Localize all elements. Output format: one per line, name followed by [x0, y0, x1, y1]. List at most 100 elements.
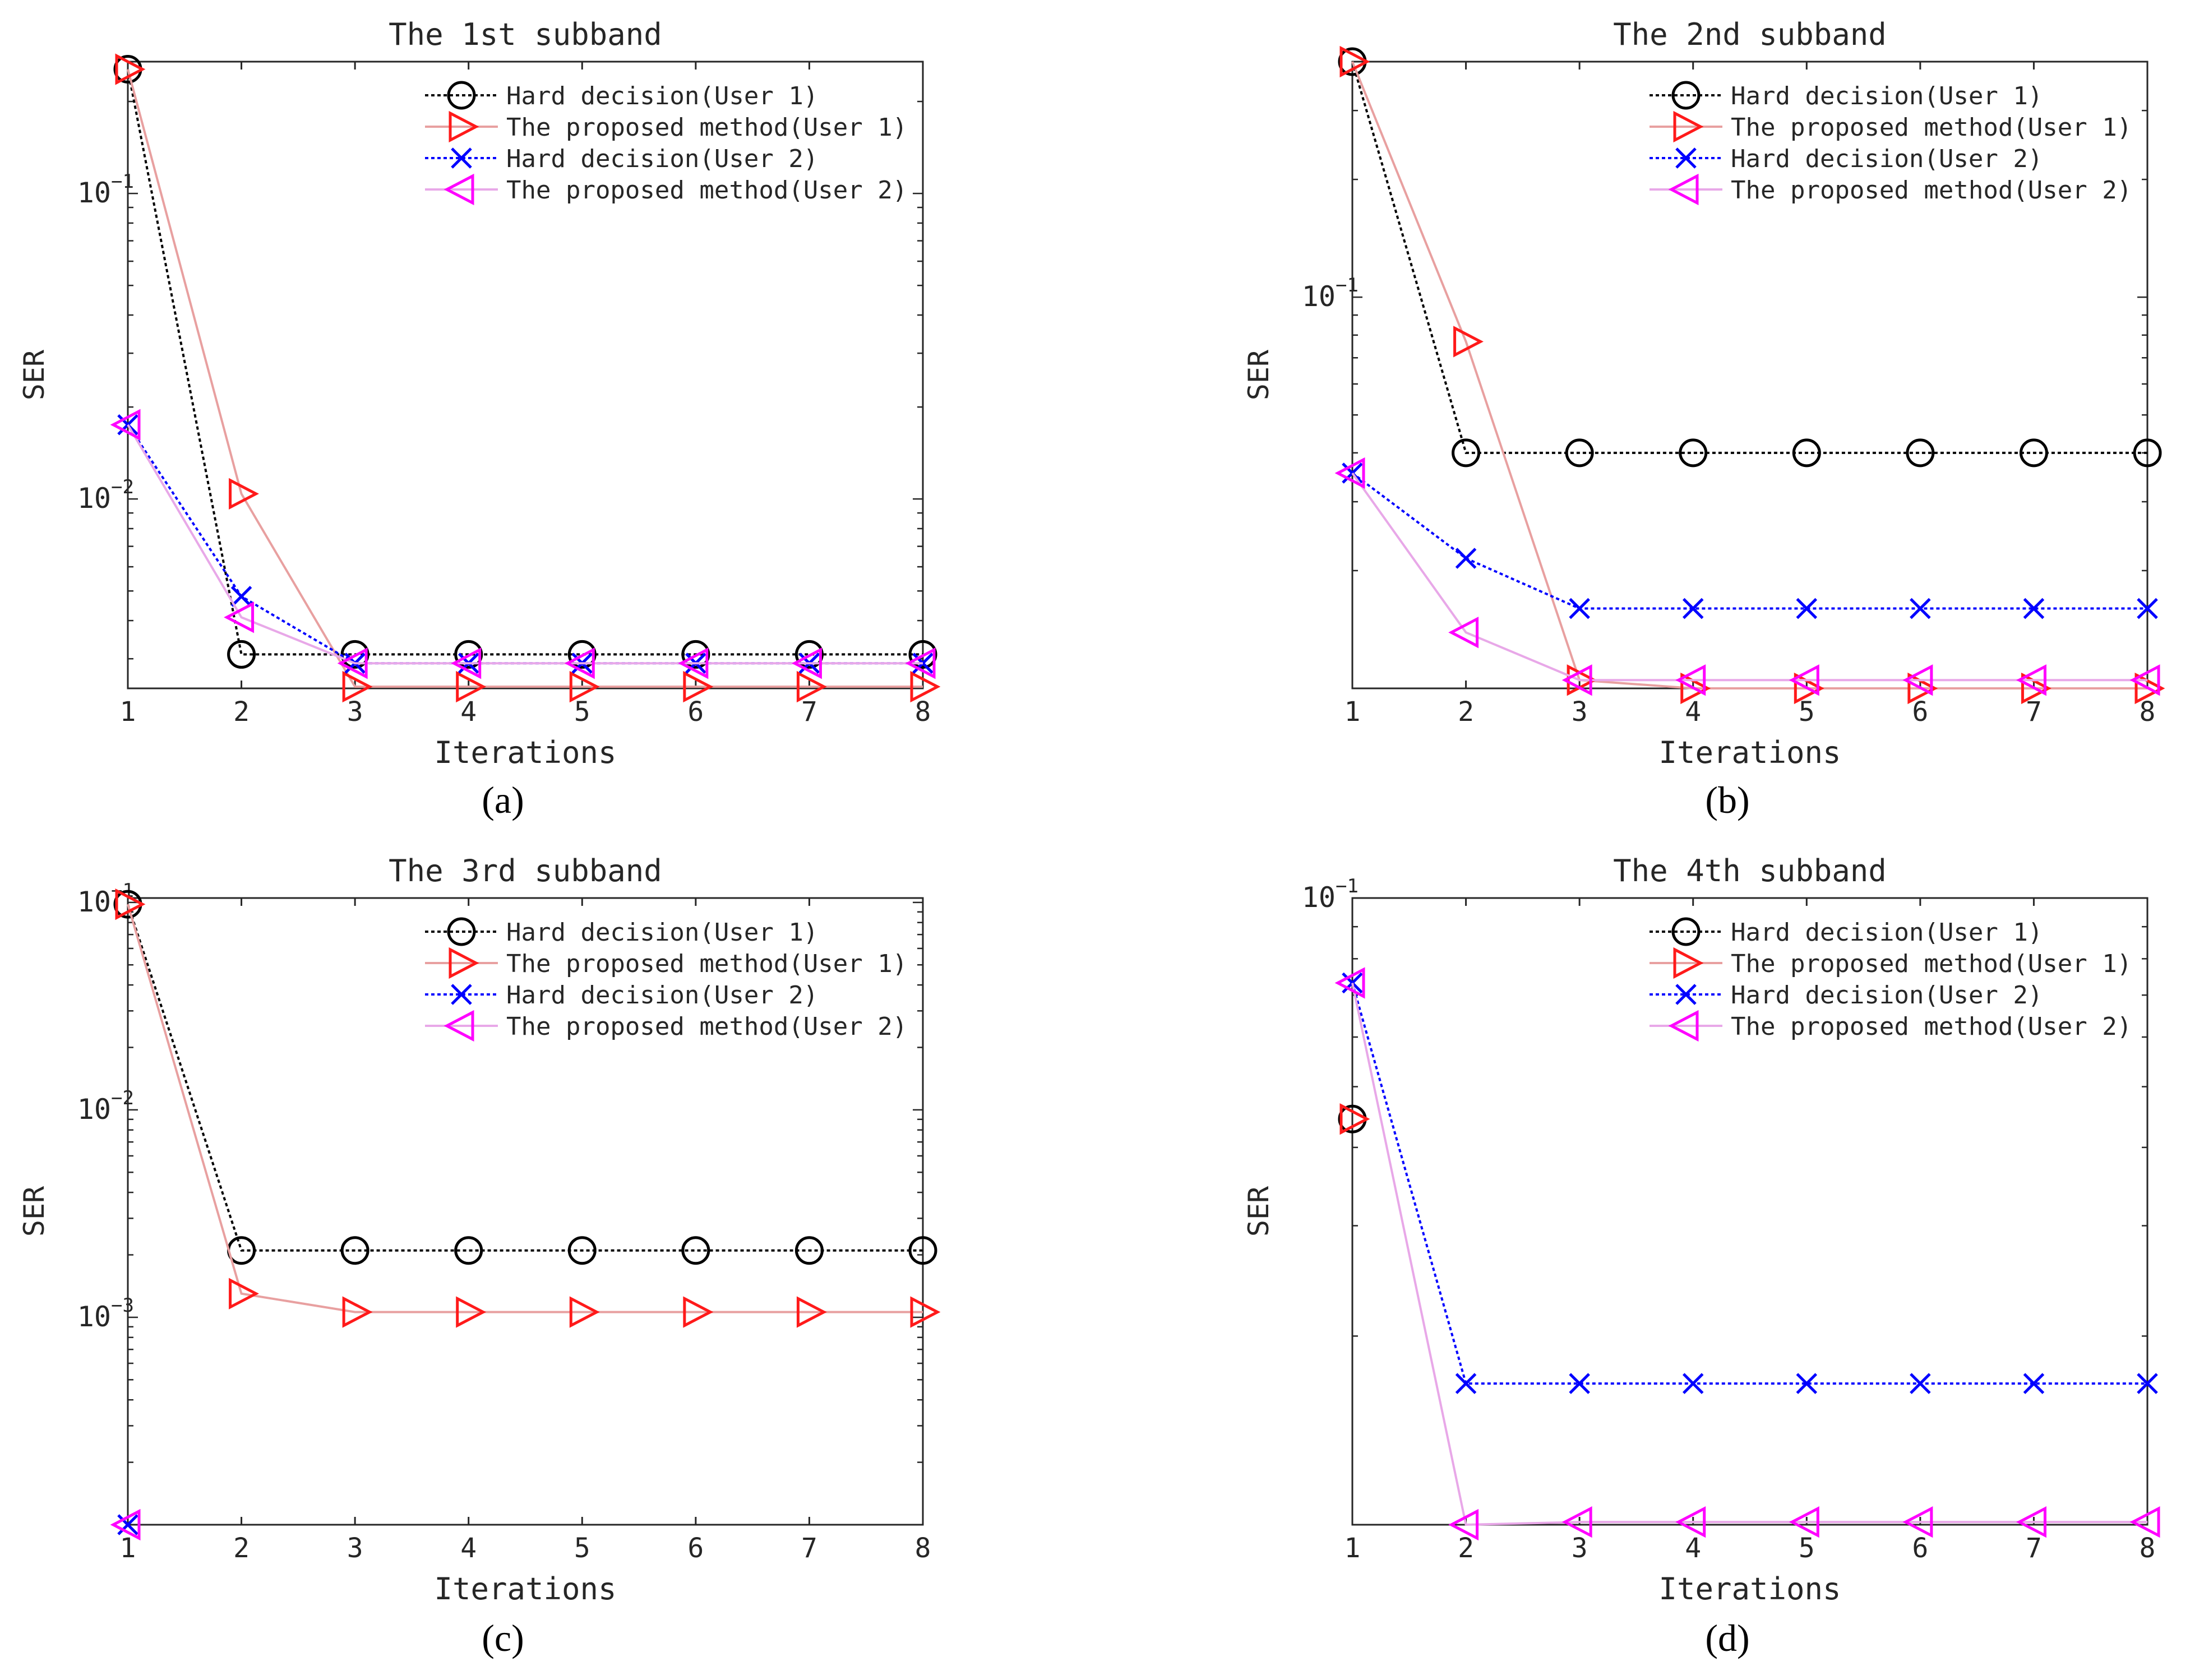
legend: Hard decision(User 1) The proposed method… [1650, 81, 2132, 206]
marker-x [1455, 548, 1477, 569]
marker-x [117, 414, 138, 436]
marker-triangle-left [792, 647, 822, 679]
marker-triangle-right [2021, 672, 2052, 705]
x-tick-label: 4 [1685, 1533, 1701, 1564]
marker-triangle-left [2129, 664, 2160, 696]
legend-label: The proposed method(User 1) [1731, 950, 2132, 978]
series-1 [1339, 45, 2165, 705]
marker-circle [2133, 438, 2162, 468]
x-tick-label: 4 [460, 696, 477, 728]
legend: Hard decision(User 1) The proposed method… [425, 81, 907, 206]
legend-label: Hard decision(User 2) [506, 145, 818, 173]
marker-triangle-left [110, 409, 141, 441]
marker-circle [454, 1236, 483, 1265]
marker-triangle-right [449, 110, 479, 143]
marker-x [1910, 1373, 1931, 1394]
marker-triangle-right [1673, 110, 1704, 143]
marker-x [451, 147, 472, 169]
x-tick-label: 1 [120, 1533, 136, 1564]
marker-triangle-right [569, 1296, 600, 1328]
x-tick-label: 7 [801, 1533, 817, 1564]
marker-x [1682, 1373, 1704, 1394]
plot-area [1351, 897, 2149, 1526]
series-line [127, 69, 923, 688]
y-axis-label: SER [1242, 1186, 1275, 1237]
x-tick-label: 3 [1572, 696, 1588, 728]
series-line [1351, 472, 2147, 682]
marker-circle [454, 640, 483, 669]
marker-triangle-right [910, 1296, 941, 1328]
series-3 [110, 1508, 141, 1541]
y-tick-exponent: −2 [111, 476, 134, 498]
marker-circle [908, 640, 937, 669]
marker-triangle-right [1673, 947, 1704, 979]
series-line [127, 424, 923, 665]
legend-label: The proposed method(User 2) [1731, 176, 2132, 205]
marker-triangle-left [2016, 664, 2046, 696]
x-tick-label: 4 [460, 1533, 477, 1564]
series-line [1351, 983, 2147, 1526]
marker-triangle-right [342, 1296, 373, 1328]
marker-triangle-right [2134, 672, 2165, 705]
legend-label: Hard decision(User 2) [1731, 981, 2043, 1010]
marker-triangle-left [337, 647, 368, 679]
x-tick-label: 6 [687, 1533, 704, 1564]
marker-x [1796, 598, 1818, 619]
x-tick-label: 7 [2026, 1533, 2042, 1564]
series-line [1351, 472, 2147, 610]
x-tick-label: 6 [687, 696, 704, 728]
x-tick-label: 1 [1345, 696, 1361, 728]
marker-x [1455, 1373, 1477, 1394]
x-tick-label: 5 [574, 696, 590, 728]
marker-triangle-left [443, 1010, 474, 1042]
marker-triangle-right [1453, 326, 1484, 358]
x-tick-label: 2 [1458, 1533, 1474, 1564]
marker-triangle-left [1902, 664, 1933, 696]
legend-label: The proposed method(User 2) [506, 176, 907, 205]
series-1 [115, 888, 941, 1328]
marker-x [1796, 1373, 1818, 1394]
series-2 [117, 1514, 138, 1535]
marker-triangle-left [1334, 967, 1365, 999]
marker-triangle-right [796, 1296, 827, 1328]
marker-x [2137, 1373, 2158, 1394]
legend: Hard decision(User 1) The proposed method… [425, 917, 907, 1042]
marker-triangle-left [1668, 1010, 1699, 1042]
marker-circle [447, 81, 476, 110]
x-tick-label: 1 [1345, 1533, 1361, 1564]
marker-x [451, 984, 472, 1005]
y-tick-label: 10 [77, 177, 111, 209]
marker-triangle-left [1668, 173, 1699, 206]
marker-triangle-right [569, 670, 600, 703]
marker-triangle-right [1794, 672, 1824, 705]
marker-circle [1671, 81, 1701, 110]
chart-panel-d: 1 2 3 4 5 6 7 8 10 −1 The 4th subband Iterations SER… [1242, 853, 2160, 1659]
y-tick-label: 10 [77, 1093, 111, 1126]
marker-triangle-right [115, 888, 146, 920]
marker-triangle-right [449, 947, 479, 979]
chart-title: The 2nd subband [1613, 17, 1887, 52]
marker-circle [681, 640, 710, 669]
x-tick-label: 7 [2026, 696, 2042, 728]
marker-circle [1792, 438, 1821, 468]
series-3 [110, 409, 936, 679]
marker-triangle-left [564, 647, 595, 679]
marker-circle [1565, 438, 1594, 468]
marker-triangle-left [1675, 1506, 1706, 1538]
series-line [1351, 982, 2147, 1385]
series-1 [115, 53, 941, 703]
marker-triangle-left [2129, 1506, 2160, 1538]
legend: Hard decision(User 1) The proposed method… [1650, 917, 2132, 1042]
legend-label: The proposed method(User 1) [1731, 113, 2132, 142]
x-tick-label: 5 [574, 1533, 590, 1564]
panel-label: (b) [1705, 779, 1749, 821]
marker-x [2023, 598, 2045, 619]
marker-triangle-left [1789, 664, 1819, 696]
series-2 [1342, 462, 2158, 619]
marker-triangle-left [905, 647, 936, 679]
y-tick-exponent: −1 [1336, 274, 1359, 297]
marker-circle [1906, 438, 1935, 468]
y-tick-exponent: −2 [111, 1087, 134, 1109]
y-tick-label: 10 [77, 482, 111, 515]
